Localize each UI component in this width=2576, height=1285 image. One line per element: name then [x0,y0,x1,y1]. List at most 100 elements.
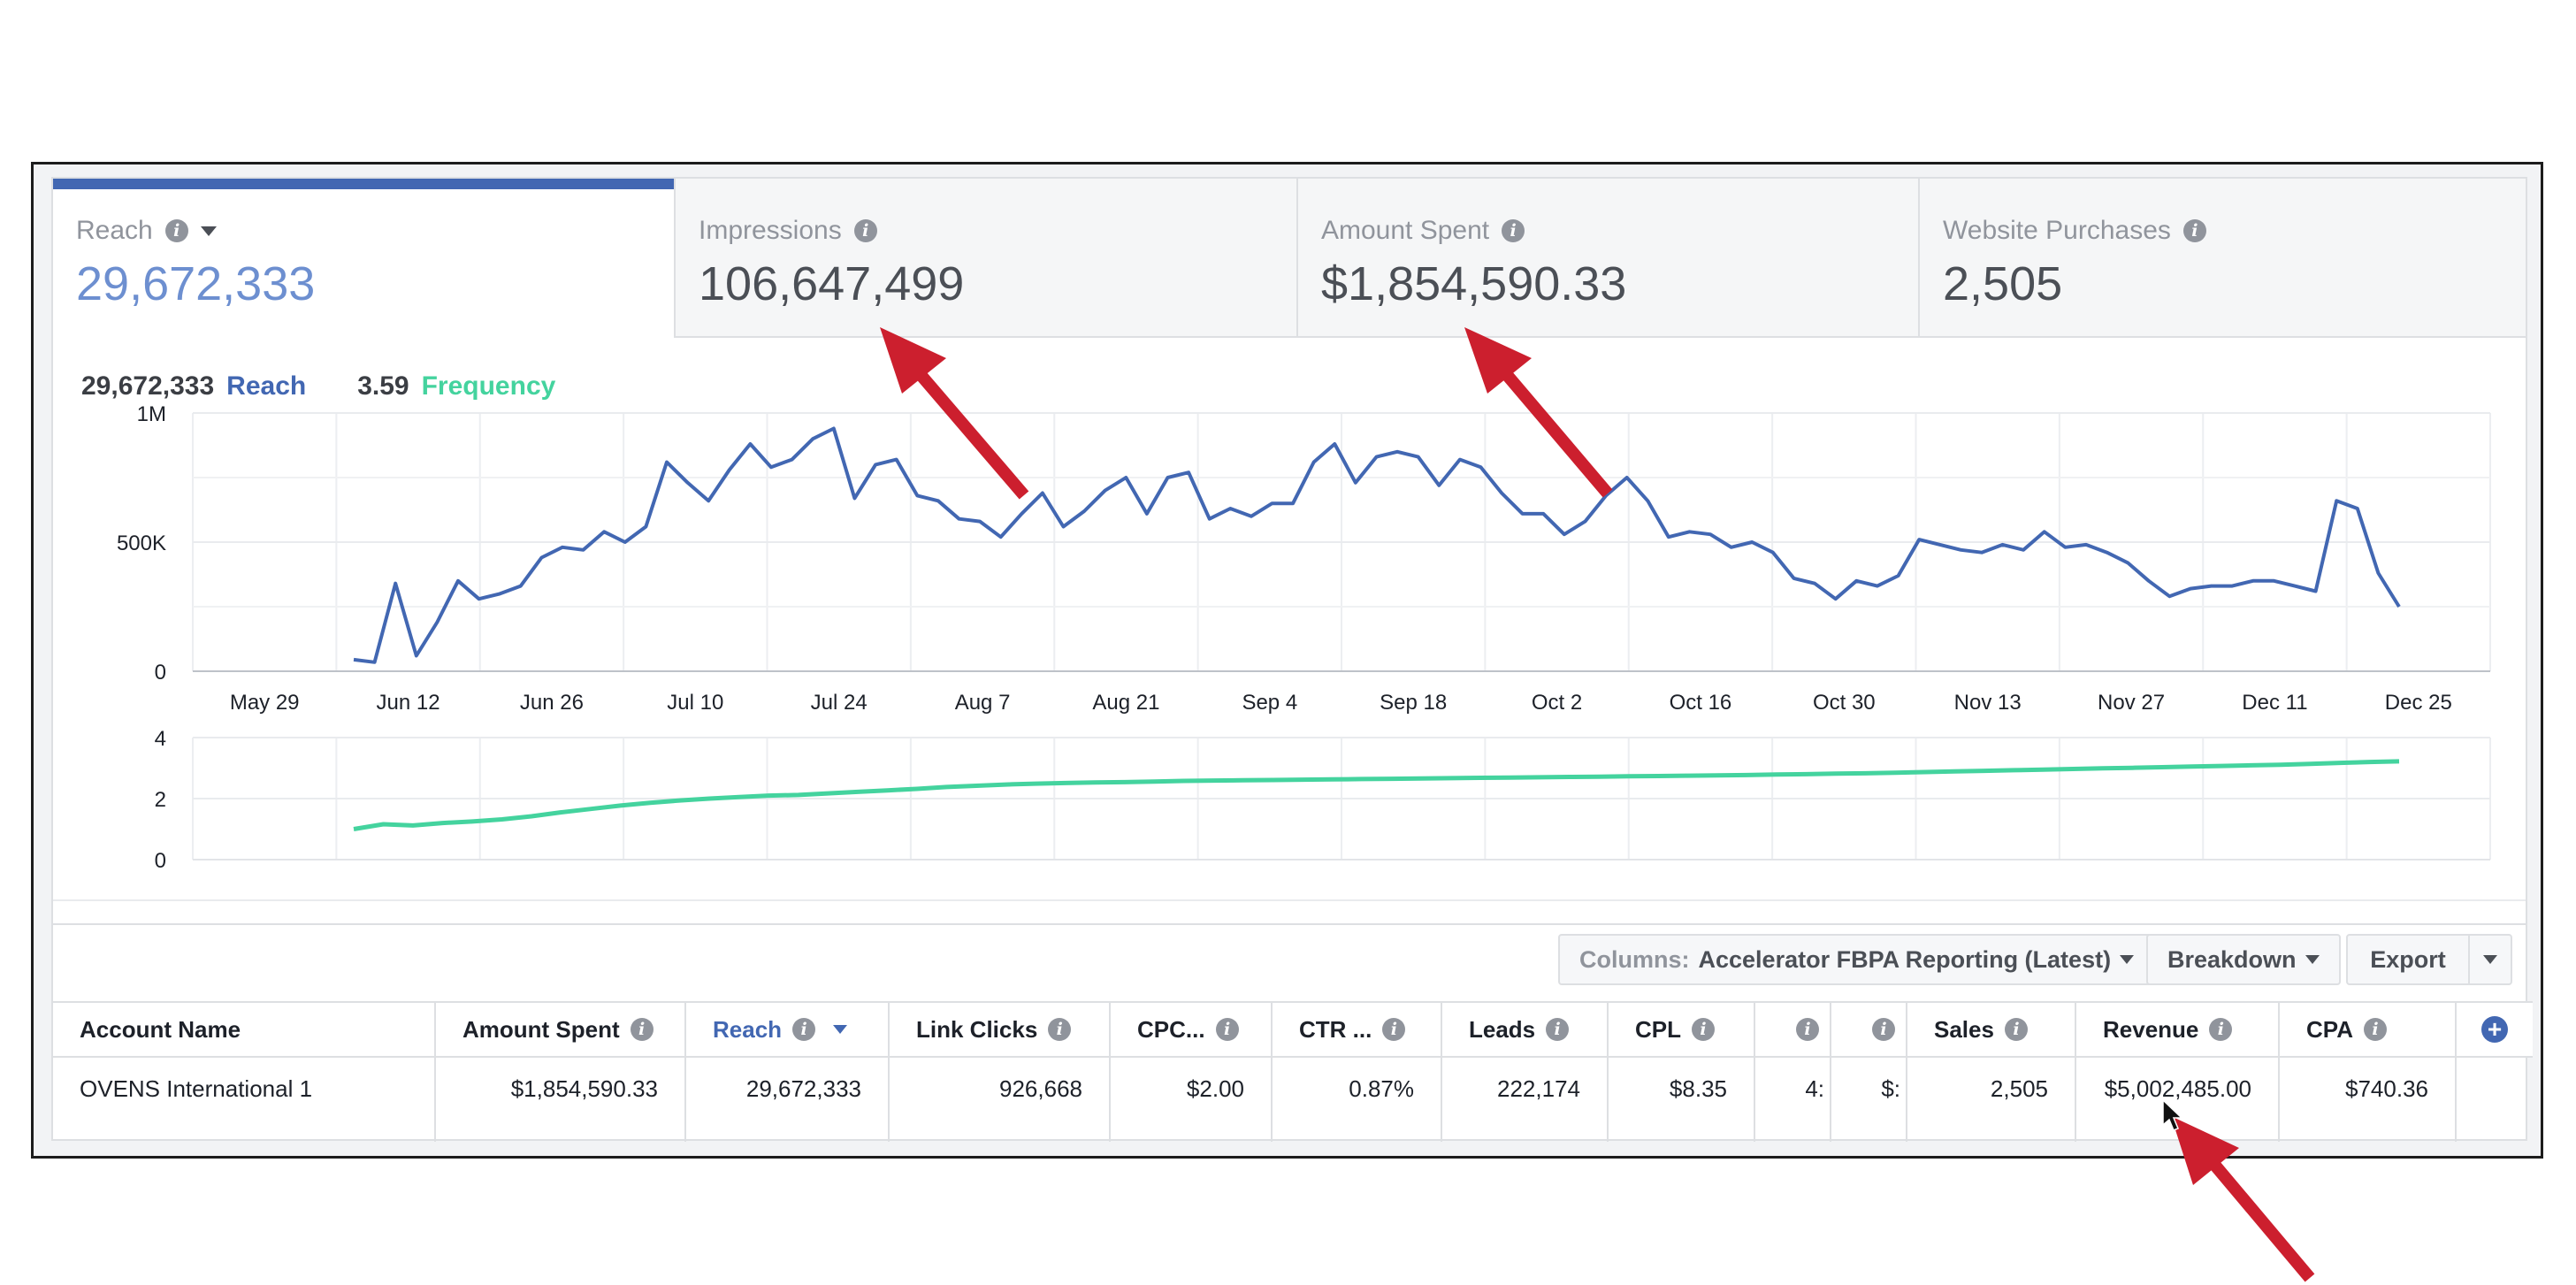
info-icon[interactable]: i [2209,1018,2233,1041]
x-tick-label: Jun 26 [520,691,584,715]
x-tick-label: Jun 12 [377,691,440,715]
breakdown-button[interactable]: Breakdown [2146,934,2341,985]
table-toolbar: Columns: Accelerator FBPA Reporting (Lat… [53,923,2526,1005]
export-options-button[interactable] [2468,934,2512,985]
caret-down-icon [2483,955,2497,964]
ads-reporting-panel: Reach i 29,672,333 Impressions i 106,647… [51,177,2533,1142]
cell-amount-spent: $1,854,590.33 [435,1057,686,1142]
table-bottom-border [53,1139,2526,1141]
tab-website-purchases[interactable]: Website Purchases i 2,505 [1920,179,2526,338]
x-tick-label: Aug 7 [955,691,1011,715]
info-icon[interactable]: i [1502,219,1525,242]
col-reach[interactable]: Reach i [685,1001,890,1058]
cell-account-name[interactable]: OVENS International 1 [53,1057,436,1142]
tab-amount-spent-label: Amount Spent [1321,216,1490,245]
col-hidden-2[interactable]: i [1831,1001,1907,1058]
col-link-clicks[interactable]: Link Clicks i [889,1001,1111,1058]
tab-impressions-label: Impressions [699,216,842,245]
legend-reach-label[interactable]: Reach [226,371,307,401]
metric-tabs: Reach i 29,672,333 Impressions i 106,647… [53,179,2526,338]
x-tick-label: May 29 [230,691,300,715]
chart-legend: 29,672,333 Reach 3.59 Frequency [81,371,555,402]
export-button[interactable]: Export [2346,934,2470,985]
y-tick-label: 0 [155,849,166,873]
x-tick-label: Sep 18 [1380,691,1447,715]
info-icon[interactable]: i [853,219,877,242]
x-tick-label: Dec 25 [2385,691,2452,715]
plus-circle-icon[interactable]: + [2481,1015,2508,1043]
tab-website-purchases-label: Website Purchases [1943,216,2171,245]
x-tick-label: Nov 13 [1954,691,2022,715]
export-label: Export [2370,945,2446,973]
x-tick-label: Aug 21 [1092,691,1159,715]
cell-revenue: $5,002,485.00 [2075,1057,2280,1142]
y-tick-label: 500K [117,532,166,555]
reach-frequency-chart: 0 500K 1M May 29 Jun 12 Jun 26 Jul 10 Jul 24 Aug… [53,402,2526,901]
col-sales[interactable]: Sales i [1907,1001,2076,1058]
legend-reach-value: 29,672,333 [81,371,215,401]
cell-hidden-2: $: [1831,1057,1907,1142]
columns-prefix: Columns: [1579,945,1690,973]
cell-empty [2456,1057,2533,1142]
screenshot-frame: Reach i 29,672,333 Impressions i 106,647… [31,162,2543,1159]
x-tick-label: Oct 16 [1670,691,1732,715]
info-icon[interactable]: i [1382,1018,1406,1041]
col-ctr[interactable]: CTR ... i [1272,1001,1442,1058]
tab-reach-label: Reach [76,216,153,245]
col-amount-spent[interactable]: Amount Spent i [435,1001,686,1058]
x-tick-label: Oct 2 [1532,691,1582,715]
info-icon[interactable]: i [1215,1018,1239,1041]
info-icon[interactable]: i [2363,1018,2387,1041]
caret-down-icon [2305,955,2320,964]
info-icon[interactable]: i [2004,1018,2028,1041]
info-icon[interactable]: i [792,1018,816,1041]
y-tick-label: 1M [137,402,166,426]
tab-reach[interactable]: Reach i 29,672,333 [53,179,676,338]
x-tick-label: Jul 24 [811,691,868,715]
col-hidden-1[interactable]: i [1754,1001,1831,1058]
x-tick-label: Oct 30 [1813,691,1876,715]
cell-cpl: $8.35 [1608,1057,1755,1142]
x-tick-label: Dec 11 [2242,691,2307,715]
cell-hidden-1: 4: [1754,1057,1831,1142]
col-cpc[interactable]: CPC... i [1110,1001,1273,1058]
info-icon[interactable]: i [1546,1018,1570,1041]
table-row[interactable]: OVENS International 1 $1,854,590.33 29,6… [53,1057,2533,1142]
cell-sales: 2,505 [1907,1057,2076,1142]
cell-ctr: 0.87% [1272,1057,1442,1142]
breakdown-label: Breakdown [2167,945,2297,973]
info-icon[interactable]: i [164,219,188,242]
col-account-name[interactable]: Account Name [53,1001,436,1058]
info-icon[interactable]: i [1048,1018,1072,1041]
info-icon[interactable]: i [1796,1018,1819,1041]
tab-amount-spent-value: $1,854,590.33 [1321,257,1627,310]
columns-dropdown[interactable]: Columns: Accelerator FBPA Reporting (Lat… [1558,934,2156,985]
reach-series-line [353,426,2401,664]
tab-impressions[interactable]: Impressions i 106,647,499 [676,179,1298,338]
col-cpa[interactable]: CPA i [2279,1001,2457,1058]
y-tick-label: 4 [155,727,166,751]
info-icon[interactable]: i [1872,1018,1895,1041]
x-tick-label: Jul 10 [667,691,723,715]
caret-down-icon [2120,955,2135,964]
legend-frequency-label[interactable]: Frequency [421,371,556,401]
x-tick-label: Nov 27 [2098,691,2165,715]
col-revenue[interactable]: Revenue i [2075,1001,2280,1058]
col-leads[interactable]: Leads i [1441,1001,1609,1058]
cell-reach: 29,672,333 [685,1057,890,1142]
caret-down-icon[interactable] [200,226,217,236]
cell-link-clicks: 926,668 [889,1057,1111,1142]
info-icon[interactable]: i [630,1018,654,1041]
table-header-row: Account Name Amount Spent i Reach i Link C… [53,1001,2533,1058]
col-cpl[interactable]: CPL i [1608,1001,1755,1058]
info-icon[interactable]: i [1692,1018,1715,1041]
y-tick-label: 0 [155,661,166,685]
info-icon[interactable]: i [2182,219,2206,242]
sort-caret-icon[interactable] [833,1025,848,1034]
results-table: Account Name Amount Spent i Reach i Link C… [53,1001,2533,1142]
tab-website-purchases-value: 2,505 [1943,257,2063,310]
cell-cpa: $740.36 [2279,1057,2457,1142]
tab-reach-value: 29,672,333 [76,257,316,310]
tab-amount-spent[interactable]: Amount Spent i $1,854,590.33 [1298,179,1920,338]
y-tick-label: 2 [155,788,166,812]
